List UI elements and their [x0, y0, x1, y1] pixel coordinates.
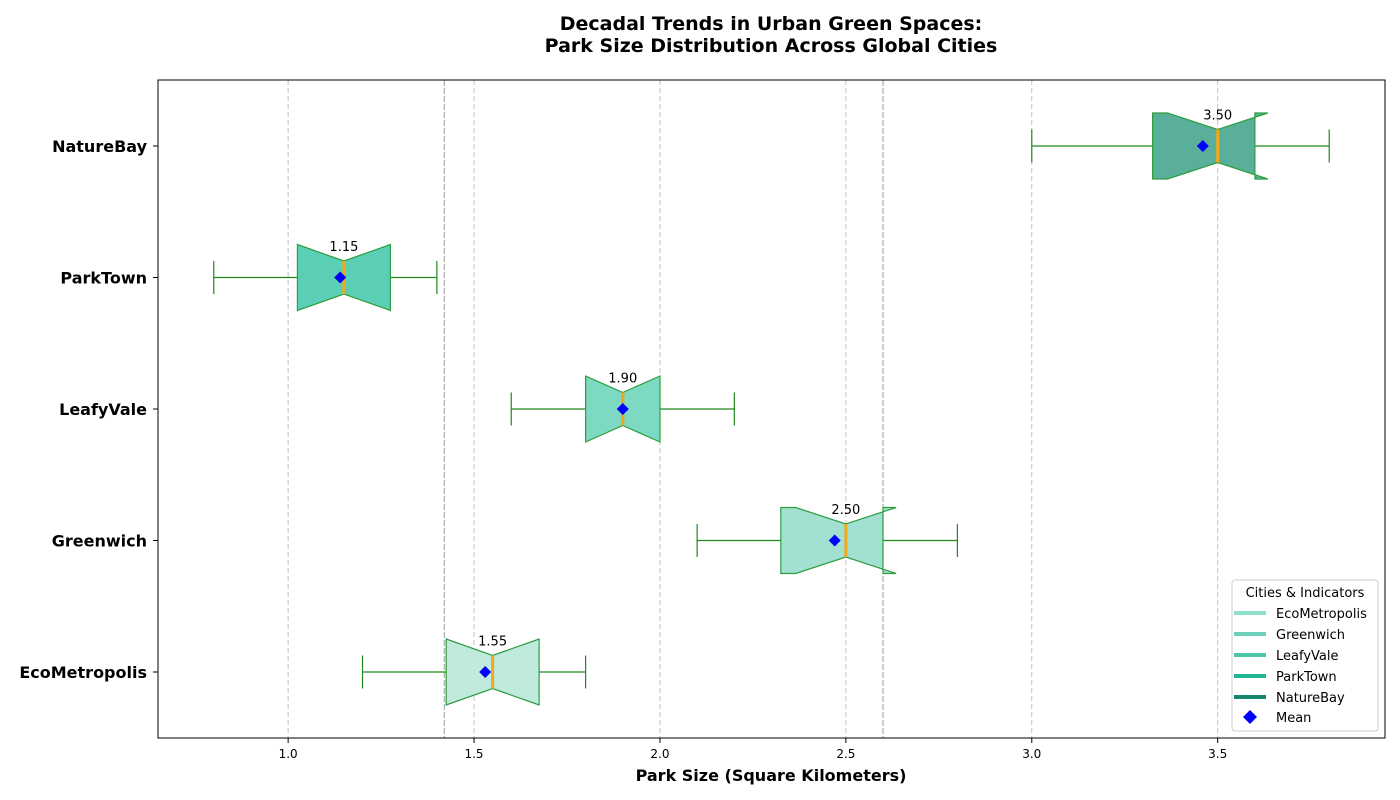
x-tick-label: 2.5	[836, 747, 855, 761]
box-greenwich: 2.50	[696, 503, 959, 575]
y-tick-label: NatureBay	[52, 137, 147, 156]
x-tick-label: 3.0	[1022, 747, 1041, 761]
mean-marker	[479, 666, 492, 678]
box-parktown: 1.15	[213, 240, 438, 312]
legend-entry: EcoMetropolis	[1276, 607, 1367, 622]
y-tick-label: ParkTown	[60, 269, 147, 288]
y-tick-label: Greenwich	[52, 532, 147, 551]
y-axis-ticks: EcoMetropolis Greenwich LeafyVale ParkTown N…	[19, 137, 158, 682]
legend-entry: Greenwich	[1276, 628, 1345, 643]
x-tick-label: 2.0	[650, 747, 669, 761]
notched-box	[1152, 112, 1269, 180]
box-leafyvale: 1.90	[510, 372, 735, 443]
mean-marker	[1196, 140, 1209, 152]
legend-mean-marker	[1243, 710, 1257, 724]
mean-marker	[828, 534, 841, 547]
plot-area-frame	[157, 79, 1386, 739]
legend-entry: LeafyVale	[1276, 649, 1338, 664]
mean-marker	[616, 403, 629, 415]
legend-entry: NatureBay	[1276, 691, 1345, 706]
reference-lines	[443, 80, 884, 738]
grid-lines	[287, 80, 1219, 738]
legend-frame	[1231, 579, 1379, 732]
median-label: 3.50	[1203, 109, 1232, 124]
mean-marker	[334, 271, 347, 284]
legend-entry-mean: Mean	[1276, 711, 1311, 726]
x-tick-label: 3.5	[1208, 747, 1227, 761]
box-naturebay: 3.50	[1031, 109, 1330, 180]
box-ecometropolis: 1.55	[361, 635, 587, 706]
legend-entry: ParkTown	[1276, 670, 1337, 685]
y-tick-label: LeafyVale	[59, 400, 147, 419]
median-label: 2.50	[831, 503, 860, 518]
legend: Cities & Indicators EcoMetropolis Greenwi…	[1231, 579, 1379, 732]
x-axis-ticks: 1.0 1.5 2.0 2.5 3.0 3.5	[279, 738, 1227, 761]
legend-items: EcoMetropolis Greenwich LeafyVale ParkTown N…	[1234, 607, 1367, 726]
x-tick-label: 1.5	[464, 747, 483, 761]
y-tick-label: EcoMetropolis	[19, 663, 147, 682]
x-axis-label: Park Size (Square Kilometers)	[636, 766, 907, 785]
median-label: 1.15	[329, 240, 358, 255]
median-label: 1.55	[478, 635, 507, 650]
chart-title-line-1: Decadal Trends in Urban Green Spaces:	[560, 13, 983, 35]
legend-title: Cities & Indicators	[1246, 586, 1365, 601]
median-label: 1.90	[608, 372, 637, 387]
chart-title-line-2: Park Size Distribution Across Global Cit…	[545, 35, 998, 57]
x-tick-label: 1.0	[279, 747, 298, 761]
boxes: 1.55 2.50 1.90 1.15 3.50	[213, 109, 1330, 706]
